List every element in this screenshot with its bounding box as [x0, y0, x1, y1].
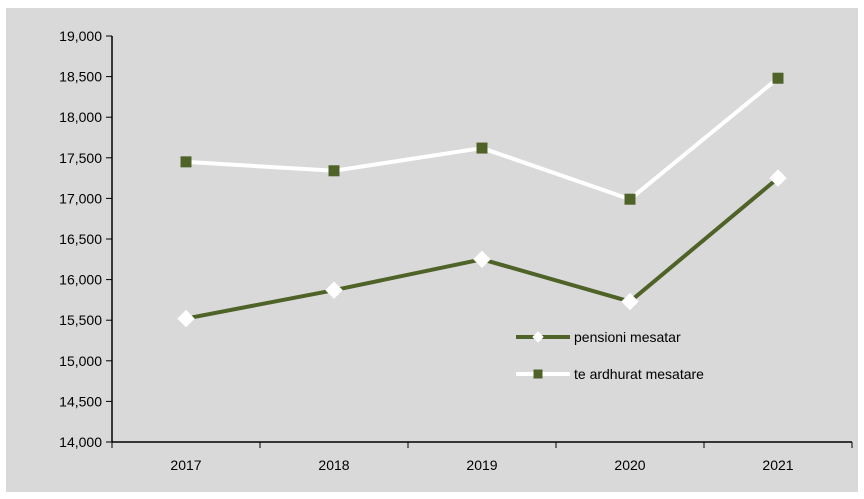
series-1-point	[177, 309, 195, 328]
x-tick-label: 2021	[762, 457, 793, 473]
series-2-point	[476, 142, 488, 154]
series-2-point	[180, 156, 192, 168]
x-tick-label: 2020	[614, 457, 645, 473]
y-tick-label: 16,500	[59, 231, 102, 247]
series-markers	[177, 72, 787, 328]
legend-label-1: pensioni mesatar	[574, 329, 681, 345]
series-1-point	[325, 281, 343, 299]
legend: pensioni mesatar te ardhurat mesatare	[516, 329, 704, 382]
series-2-point	[328, 165, 340, 177]
x-tick-label: 2019	[466, 457, 497, 473]
y-tick-label: 17,000	[59, 190, 102, 206]
series-1-point	[621, 292, 639, 311]
series-2-point	[624, 193, 636, 205]
y-tick-label: 17,500	[59, 150, 102, 166]
y-tick-label: 14,000	[59, 434, 102, 450]
plot-background	[6, 8, 858, 492]
x-tick-label: 2018	[318, 457, 349, 473]
y-tick-label: 18,500	[59, 69, 102, 85]
y-tick-label: 19,000	[59, 28, 102, 44]
series-1-point	[473, 250, 491, 269]
y-tick-label: 18,000	[59, 109, 102, 125]
y-tick-label: 15,000	[59, 353, 102, 369]
y-axis: 14,000 14,500 15,000 15,500 16,000 16,500 17,0…	[59, 28, 113, 450]
x-axis: 2017 2018 2019 2020 2021	[111, 441, 853, 473]
legend-label-2: te ardhurat mesatare	[574, 366, 704, 382]
series-2-point	[772, 72, 784, 84]
series-1-point	[769, 169, 787, 187]
x-tick-label: 2017	[170, 457, 201, 473]
y-tick-label: 14,500	[59, 393, 102, 409]
legend-marker-1	[532, 331, 544, 343]
legend-marker-2	[533, 369, 543, 379]
y-tick-label: 15,500	[59, 312, 102, 328]
y-tick-label: 16,000	[59, 272, 102, 288]
